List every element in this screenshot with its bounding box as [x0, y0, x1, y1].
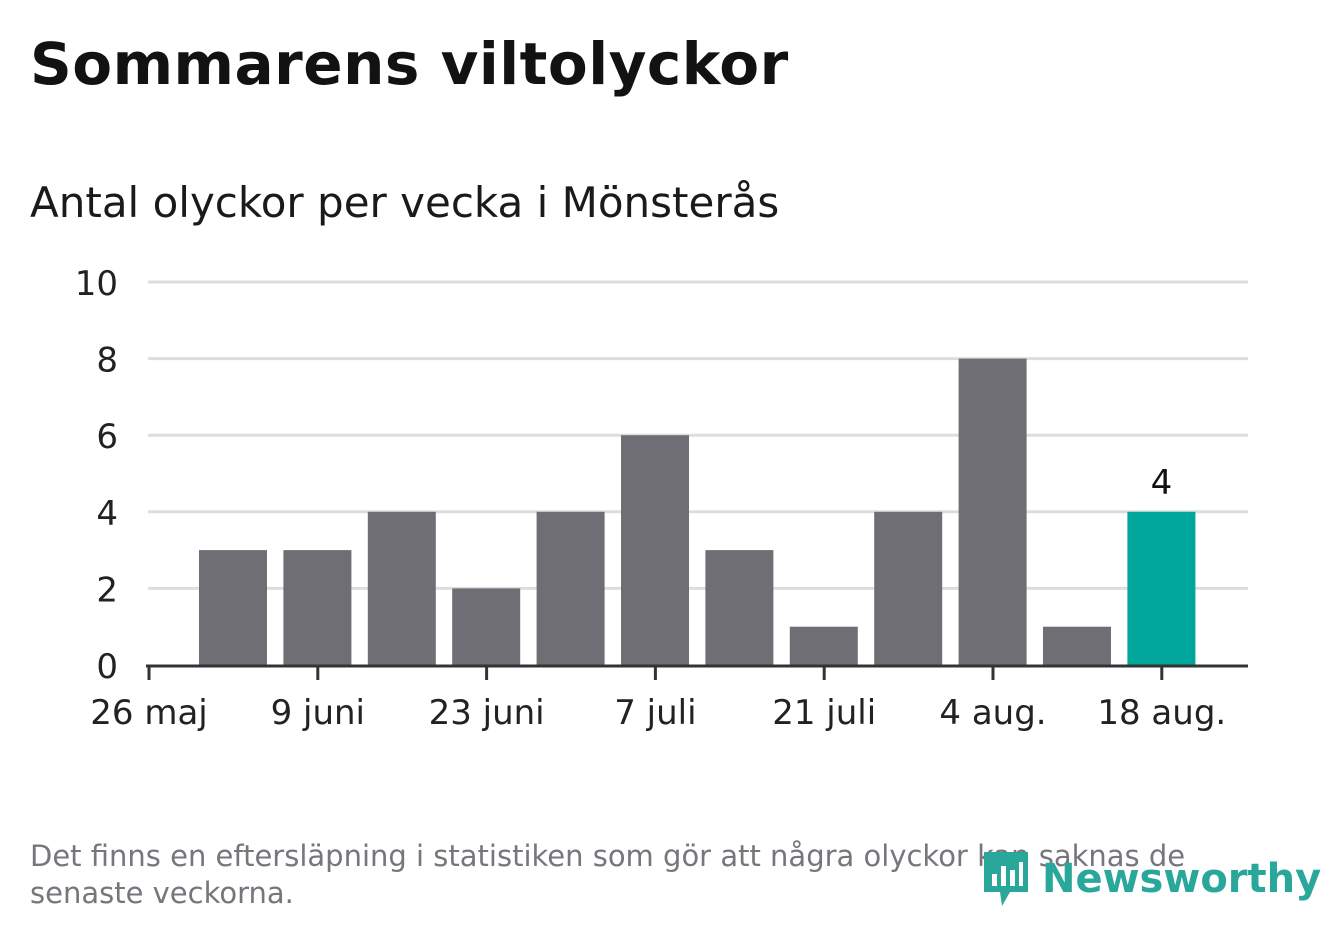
- x-tick-label: 23 juni: [429, 693, 545, 733]
- y-tick-label: 10: [75, 264, 118, 304]
- newsworthy-logo: Newsworthy: [980, 848, 1321, 910]
- logo-text: Newsworthy: [1042, 856, 1322, 902]
- chart-subtitle: Antal olyckor per vecka i Mönsterås: [30, 178, 780, 227]
- y-axis-ticks: 0 2 4 6 8 10: [75, 264, 118, 687]
- x-tick-label: 9 juni: [271, 693, 365, 733]
- bar: [367, 511, 436, 665]
- y-tick-label: 6: [96, 417, 118, 457]
- bar: [789, 626, 858, 665]
- x-axis-ticks: 26 maj 9 juni 23 juni 7 juli 21 juli 4 aug. 18…: [90, 666, 1226, 733]
- x-tick-label: 18 aug.: [1097, 693, 1226, 733]
- bar: [621, 435, 689, 665]
- y-tick-label: 8: [96, 341, 118, 381]
- y-tick-label: 4: [96, 494, 118, 534]
- data-labels: 4: [1151, 463, 1173, 503]
- bar: [1043, 626, 1111, 665]
- highlight-bar: [1127, 511, 1196, 665]
- bar: [705, 550, 774, 665]
- data-label: 4: [1151, 463, 1173, 503]
- grid-lines: [148, 280, 1248, 590]
- chart-title: Sommarens viltolyckor: [30, 30, 789, 98]
- bar: [958, 358, 1027, 665]
- y-tick-label: 2: [96, 570, 118, 610]
- bar: [199, 550, 267, 665]
- bar: [536, 511, 605, 665]
- x-tick-label: 26 maj: [90, 693, 207, 733]
- bar: [283, 550, 352, 665]
- bars: [199, 358, 1196, 665]
- bar-chart: 0 2 4 6 8 10 26 maj 9 juni 23 juni 7 juli 21 juli…: [75, 264, 1248, 733]
- bar: [452, 588, 521, 665]
- x-tick-label: 7 juli: [614, 693, 696, 733]
- bar: [874, 511, 943, 665]
- x-tick-label: 4 aug.: [939, 693, 1046, 733]
- speech-bubble-bar-chart-icon: [984, 852, 1028, 906]
- x-tick-label: 21 juli: [772, 693, 876, 733]
- y-tick-label: 0: [96, 647, 118, 687]
